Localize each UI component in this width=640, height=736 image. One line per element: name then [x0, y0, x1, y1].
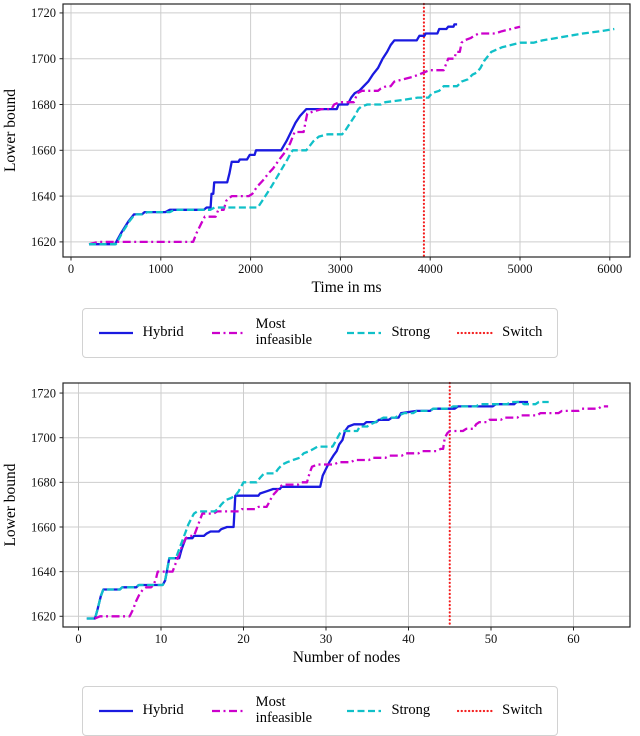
legend-item-hybrid: Hybrid [98, 323, 184, 341]
legend-label-hybrid: Hybrid [142, 323, 184, 340]
hybrid-legend-line-icon [98, 709, 133, 713]
legend-item-switch: Switch [457, 323, 543, 341]
x-tick-label: 50 [485, 632, 498, 646]
legend-label-most-infeasible: Most infeasible [255, 694, 313, 726]
y-tick-label: 1620 [31, 610, 56, 624]
time-chart: 0 1000 2000 3000 4000 5000 6000 1620 1640 1660 168… [2, 2, 631, 296]
y-tick-label: 1640 [31, 189, 56, 203]
legend-label-strong: Strong [391, 323, 431, 340]
switch-legend-line-icon [457, 709, 494, 713]
x-tick-label: 20 [237, 632, 250, 646]
legend-label-strong: Strong [391, 701, 431, 718]
time-chart-x-axis-label: Time in ms [311, 279, 381, 296]
x-tick-label: 6000 [597, 262, 622, 276]
strong-legend-line-icon [347, 709, 382, 713]
legend-item-most-infeasible: Most infeasible [211, 694, 320, 727]
nodes-chart-x-axis-label: Number of nodes [293, 649, 401, 666]
y-tick-label: 1660 [31, 520, 56, 534]
strong-legend-line-icon [347, 331, 382, 335]
most-infeasible-series-line [94, 405, 609, 620]
time-chart-plot: 0 1000 2000 3000 4000 5000 6000 1620 1640 1660 168… [31, 2, 631, 276]
y-tick-label: 1720 [31, 386, 56, 400]
legend-item-most-infeasible: Most infeasible [211, 316, 320, 349]
legend-label-switch: Switch [502, 323, 543, 340]
y-tick-label: 1640 [31, 565, 56, 579]
strong-series-line [86, 400, 549, 620]
most-infeasible-legend-line-icon [211, 331, 246, 335]
legend-label-hybrid: Hybrid [142, 701, 184, 718]
y-tick-label: 1660 [31, 144, 56, 158]
legend-bottom-wrapper: Hybrid Most infeasible Strong Switch [0, 686, 640, 736]
y-tick-label: 1680 [31, 98, 56, 112]
legend-item-hybrid: Hybrid [98, 701, 184, 719]
y-tick-label: 1700 [31, 431, 56, 445]
y-tick-label: 1700 [31, 52, 56, 66]
legend-top: Hybrid Most infeasible Strong Switch [81, 308, 559, 358]
gridlines [63, 4, 630, 257]
legend-item-strong: Strong [346, 323, 431, 341]
x-tick-label: 0 [68, 262, 74, 276]
x-tick-label: 1000 [148, 262, 173, 276]
gridlines [63, 383, 630, 627]
most-infeasible-legend-line-icon [211, 709, 246, 713]
hybrid-legend-line-icon [98, 331, 133, 335]
legend-label-switch: Switch [502, 701, 543, 718]
nodes-chart-y-axis-label: Lower bound [2, 463, 19, 546]
strong-series-line [89, 27, 615, 246]
legend-bottom: Hybrid Most infeasible Strong Switch [81, 686, 559, 736]
x-tick-label: 4000 [418, 262, 443, 276]
x-tick-label: 10 [155, 632, 168, 646]
legend-item-switch: Switch [457, 701, 543, 719]
x-tick-label: 2000 [238, 262, 263, 276]
x-tick-label: 60 [567, 632, 580, 646]
hybrid-series-line [89, 23, 458, 246]
nodes-chart-plot: 0 10 20 30 40 50 60 1620 1640 1660 1680 1700 1720 [31, 381, 631, 646]
plot-border [62, 3, 631, 258]
time-chart-y-axis-label: Lower bound [2, 89, 19, 172]
plot-border [62, 382, 631, 628]
legend-top-wrapper: Hybrid Most infeasible Strong Switch [0, 308, 640, 358]
x-tick-label: 3000 [328, 262, 353, 276]
y-tick-label: 1680 [31, 476, 56, 490]
x-tick-label: 5000 [507, 262, 532, 276]
nodes-chart: 0 10 20 30 40 50 60 1620 1640 1660 1680 1700 1720 Nu… [2, 381, 631, 666]
x-tick-label: 40 [402, 632, 415, 646]
most-infeasible-series-line [88, 25, 521, 246]
y-tick-label: 1620 [31, 235, 56, 249]
legend-label-most-infeasible: Most infeasible [255, 316, 313, 348]
tick-marks: 0 1000 2000 3000 4000 5000 6000 1620 1640 1660 168… [31, 6, 622, 276]
y-tick-label: 1720 [31, 6, 56, 20]
x-tick-label: 30 [320, 632, 333, 646]
tick-marks: 0 10 20 30 40 50 60 1620 1640 1660 1680 1700 1720 [31, 386, 580, 646]
x-tick-label: 0 [75, 632, 81, 646]
switch-legend-line-icon [457, 331, 494, 335]
legend-item-strong: Strong [346, 701, 431, 719]
